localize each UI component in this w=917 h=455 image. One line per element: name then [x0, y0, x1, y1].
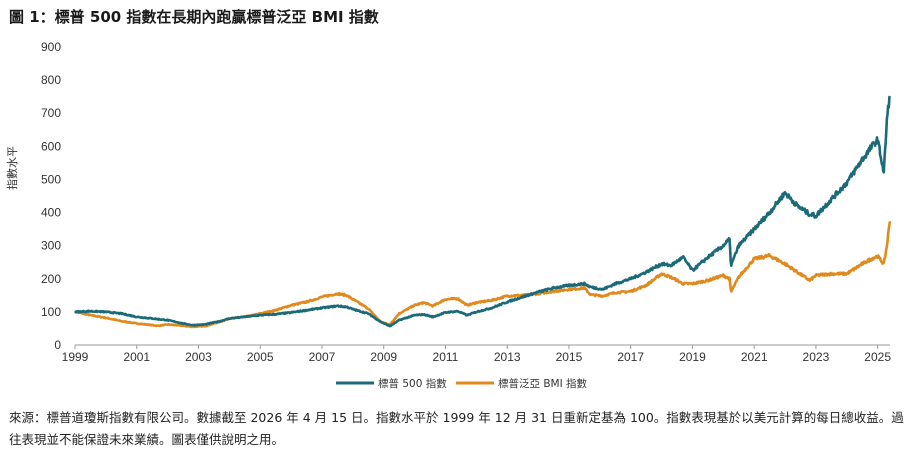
source-note: 來源：標普道瓊斯指數有限公司。數據截至 2026 年 4 月 15 日。指數水平…: [9, 410, 904, 447]
x-tick-label: 2025: [864, 350, 891, 364]
series-line: [73, 221, 892, 329]
x-tick-label: 2021: [741, 350, 768, 364]
y-tick-label: 400: [41, 206, 61, 220]
chart-title: 圖 1：標普 500 指數在長期內跑贏標普泛亞 BMI 指數: [9, 8, 379, 26]
x-tick-label: 2003: [185, 350, 212, 364]
y-tick-label: 900: [41, 40, 61, 54]
x-tick-label: 2017: [617, 350, 644, 364]
series-lines: [73, 95, 892, 329]
y-axis-label: 指數水平: [5, 146, 19, 190]
x-tick-label: 2015: [556, 350, 583, 364]
x-tick-label: 2023: [803, 350, 830, 364]
y-axis: 0 100 200 300 400 500 600 700 800 900: [41, 40, 61, 352]
y-tick-label: 100: [41, 305, 61, 319]
x-tick-label: 2019: [679, 350, 706, 364]
legend-label: 標普泛亞 BMI 指數: [498, 377, 588, 390]
y-tick-label: 700: [41, 106, 61, 120]
y-tick-label: 800: [41, 73, 61, 87]
series-line: [74, 95, 891, 328]
x-tick-label: 2005: [247, 350, 274, 364]
legend-label: 標普 500 指數: [378, 377, 447, 390]
legend: 標普 500 指數 標普泛亞 BMI 指數: [336, 377, 588, 390]
x-tick-label: 2011: [433, 350, 459, 364]
x-tick-label: 2001: [123, 350, 150, 364]
y-tick-label: 500: [41, 172, 61, 186]
x-tick-label: 1999: [62, 350, 89, 364]
x-axis: 1999 2001 2003 2005 2007 2009 2011 2013 2015 2017…: [62, 345, 891, 364]
line-chart: 指數水平 0 100 200 300 400 500 600 700 800 900 1999 20…: [5, 40, 892, 390]
y-tick-label: 0: [54, 338, 61, 352]
y-tick-label: 600: [41, 139, 61, 153]
y-tick-label: 200: [41, 272, 61, 286]
x-tick-label: 2013: [494, 350, 521, 364]
x-tick-label: 2009: [370, 350, 397, 364]
x-tick-label: 2007: [309, 350, 336, 364]
y-tick-label: 300: [41, 239, 61, 253]
